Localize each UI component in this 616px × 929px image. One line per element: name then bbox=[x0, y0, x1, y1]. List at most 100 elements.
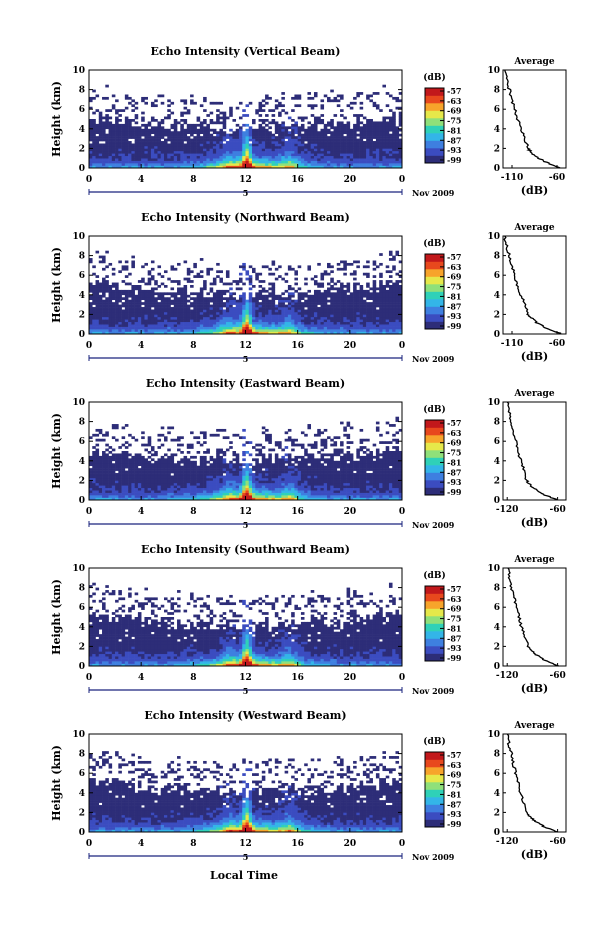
heatmap-cell bbox=[343, 158, 347, 161]
heatmap-cell bbox=[216, 270, 220, 274]
heatmap-cell bbox=[366, 294, 370, 298]
heatmap-cell bbox=[382, 143, 386, 147]
heatmap-cell bbox=[147, 329, 152, 332]
heatmap-cell bbox=[271, 297, 276, 300]
heatmap-cell bbox=[340, 331, 344, 335]
heatmap-cell bbox=[281, 158, 285, 161]
heatmap-cell bbox=[307, 160, 312, 164]
heatmap-cell bbox=[170, 155, 175, 159]
heatmap-cell bbox=[144, 487, 148, 491]
heatmap-cell bbox=[225, 302, 230, 305]
heatmap-cell bbox=[102, 490, 106, 493]
heatmap-cell bbox=[183, 311, 188, 315]
heatmap-cell bbox=[105, 282, 109, 286]
heatmap-cell bbox=[92, 485, 96, 489]
heatmap-cell bbox=[274, 131, 279, 134]
heatmap-cell bbox=[356, 289, 360, 293]
heatmap-cell bbox=[265, 143, 269, 147]
heatmap-cell bbox=[141, 460, 145, 464]
heatmap-cell bbox=[385, 285, 390, 288]
heatmap-cell bbox=[128, 453, 132, 457]
heatmap-cell bbox=[235, 495, 240, 498]
heatmap-cell bbox=[330, 160, 334, 164]
heatmap-cell bbox=[310, 106, 315, 110]
heatmap-cell bbox=[196, 116, 201, 120]
heatmap-cell bbox=[199, 319, 204, 323]
heatmap-cell bbox=[183, 119, 188, 122]
heatmap-cell bbox=[343, 304, 347, 308]
heatmap-cell bbox=[242, 165, 246, 169]
heatmap-cell bbox=[327, 145, 331, 149]
heatmap-cell bbox=[261, 265, 266, 269]
heatmap-cell bbox=[330, 121, 334, 125]
heatmap-cell bbox=[353, 309, 357, 313]
x-tick-label: 12 bbox=[239, 341, 252, 351]
heatmap-cell bbox=[199, 148, 204, 152]
heatmap-cell bbox=[235, 468, 240, 471]
heatmap-cell bbox=[177, 307, 181, 310]
heatmap-cell bbox=[385, 153, 390, 157]
heatmap-cell bbox=[134, 116, 139, 120]
heatmap-cell bbox=[95, 316, 100, 320]
heatmap-cell bbox=[115, 158, 119, 161]
heatmap-cell bbox=[336, 133, 341, 137]
heatmap-cell bbox=[199, 128, 204, 132]
heatmap-cell bbox=[124, 495, 129, 498]
heatmap-cell bbox=[379, 272, 383, 276]
heatmap-cell bbox=[333, 309, 338, 313]
heatmap-cell bbox=[95, 297, 100, 300]
heatmap-cell bbox=[111, 143, 116, 147]
heatmap-cell bbox=[212, 160, 217, 164]
heatmap-cell bbox=[128, 321, 132, 325]
heatmap-cell bbox=[297, 155, 302, 159]
date-marker: 5 bbox=[243, 354, 249, 364]
heatmap-cell bbox=[382, 297, 386, 300]
heatmap-cell bbox=[307, 155, 312, 159]
heatmap-cell bbox=[209, 150, 214, 154]
heatmap-cell bbox=[392, 299, 396, 303]
heatmap-cell bbox=[160, 160, 165, 164]
heatmap-cell bbox=[395, 153, 400, 157]
heatmap-cell bbox=[89, 458, 93, 462]
heatmap-cell bbox=[372, 304, 377, 308]
heatmap-cell bbox=[398, 163, 403, 166]
heatmap-cell bbox=[206, 165, 210, 169]
heatmap-cell bbox=[105, 287, 109, 291]
heatmap-cell bbox=[190, 165, 194, 169]
heatmap-cell bbox=[362, 128, 367, 132]
heatmap-cell bbox=[134, 331, 139, 335]
heatmap-cell bbox=[382, 155, 386, 159]
heatmap-cell bbox=[388, 258, 393, 261]
heatmap-cell bbox=[212, 297, 217, 300]
heatmap-cell bbox=[154, 453, 158, 457]
heatmap-cell bbox=[349, 153, 354, 157]
heatmap-cell bbox=[209, 121, 214, 125]
heatmap-cell bbox=[131, 458, 135, 462]
heatmap-cell bbox=[327, 160, 331, 164]
heatmap-cell bbox=[248, 158, 253, 161]
heatmap-cell bbox=[346, 297, 351, 300]
heatmap-cell bbox=[177, 438, 181, 442]
heatmap-cell bbox=[157, 319, 162, 323]
date-label: Nov 2009 bbox=[412, 188, 455, 198]
heatmap-cell bbox=[95, 451, 100, 454]
heatmap-cell bbox=[209, 326, 214, 330]
heatmap-cell bbox=[330, 324, 334, 327]
heatmap-cell bbox=[271, 163, 276, 166]
heatmap-cell bbox=[238, 307, 243, 310]
colorbar-swatch bbox=[425, 291, 444, 300]
heatmap-cell bbox=[177, 480, 181, 484]
heatmap-cell bbox=[330, 331, 334, 335]
heatmap-cell bbox=[291, 119, 295, 122]
heatmap-cell bbox=[170, 485, 175, 489]
heatmap-cell bbox=[362, 326, 367, 330]
heatmap-cell bbox=[291, 136, 295, 139]
heatmap-cell bbox=[180, 460, 184, 464]
heatmap-cell bbox=[372, 309, 377, 313]
heatmap-cell bbox=[147, 165, 152, 169]
heatmap-cell bbox=[137, 460, 142, 464]
heatmap-cell bbox=[232, 326, 237, 330]
heatmap-cell bbox=[105, 141, 109, 144]
heatmap-cell bbox=[398, 150, 403, 154]
